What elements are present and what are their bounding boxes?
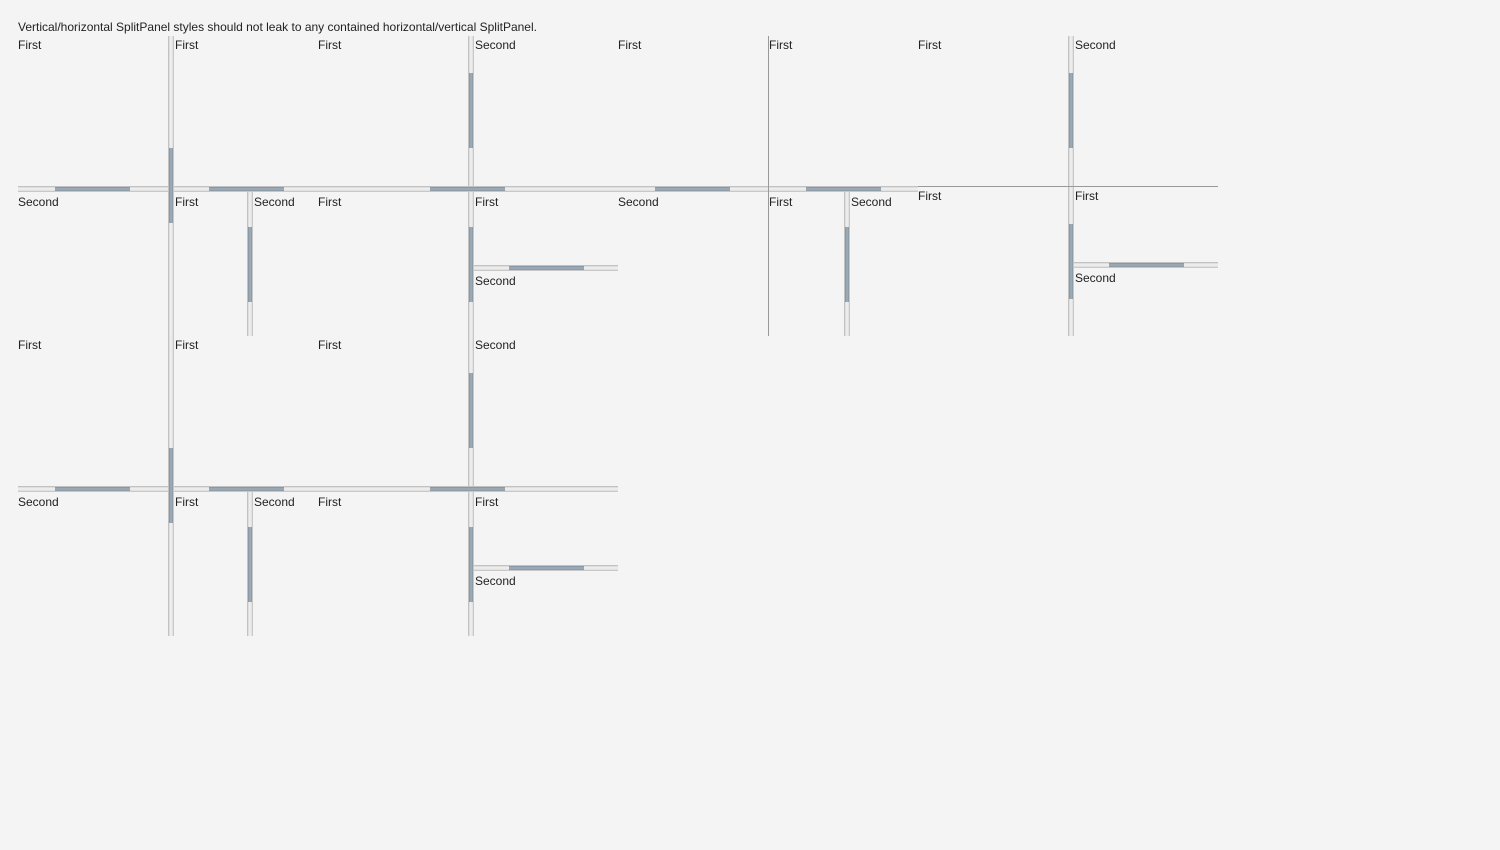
horizontal-splitter-line[interactable]: [918, 186, 1218, 187]
first-label: First: [318, 495, 342, 509]
second-label: Second: [18, 495, 59, 509]
page-caption: Vertical/horizontal SplitPanel styles sh…: [18, 20, 537, 34]
first-label: First: [475, 195, 499, 209]
vertical-splitter[interactable]: [468, 192, 474, 336]
first-label: First: [918, 189, 942, 203]
splitter-grip[interactable]: [248, 227, 252, 302]
second-label: Second: [475, 38, 516, 52]
splitter-grip[interactable]: [806, 187, 881, 191]
first-label: First: [618, 38, 642, 52]
first-label: First: [175, 195, 199, 209]
splitter-grip[interactable]: [469, 227, 473, 302]
horizontal-splitter[interactable]: [318, 186, 618, 192]
first-label: First: [318, 38, 342, 52]
splitter-grip[interactable]: [655, 187, 730, 191]
second-label: Second: [475, 574, 516, 588]
first-label: First: [769, 195, 793, 209]
splitter-grip[interactable]: [469, 73, 473, 148]
vertical-splitter[interactable]: [844, 192, 850, 336]
first-label: First: [175, 495, 199, 509]
first-label: First: [918, 38, 942, 52]
first-label: First: [475, 495, 499, 509]
second-label: Second: [254, 495, 295, 509]
second-label: Second: [18, 195, 59, 209]
splitter-grip[interactable]: [509, 266, 584, 270]
splitter-grip[interactable]: [845, 227, 849, 302]
horizontal-splitter[interactable]: [474, 565, 618, 571]
second-label: Second: [475, 274, 516, 288]
splitter-grip[interactable]: [169, 148, 173, 223]
second-label: Second: [254, 195, 295, 209]
first-label: First: [318, 195, 342, 209]
splitter-grip[interactable]: [55, 187, 130, 191]
second-label: Second: [851, 195, 892, 209]
first-label: First: [1075, 189, 1099, 203]
horizontal-splitter[interactable]: [1074, 262, 1218, 268]
vertical-splitter[interactable]: [168, 36, 174, 336]
horizontal-splitter[interactable]: [318, 486, 618, 492]
splitter-grip[interactable]: [469, 527, 473, 602]
horizontal-splitter[interactable]: [174, 186, 318, 192]
vertical-splitter[interactable]: [1068, 36, 1074, 186]
vertical-splitter[interactable]: [468, 36, 474, 186]
splitter-grip[interactable]: [1109, 263, 1184, 267]
first-label: First: [769, 38, 793, 52]
vertical-splitter[interactable]: [247, 192, 253, 336]
splitter-grip[interactable]: [509, 566, 584, 570]
vertical-splitter[interactable]: [468, 492, 474, 636]
horizontal-splitter[interactable]: [174, 486, 318, 492]
second-label: Second: [1075, 271, 1116, 285]
horizontal-splitter[interactable]: [474, 265, 618, 271]
splitter-grip[interactable]: [430, 187, 505, 191]
first-label: First: [18, 38, 42, 52]
second-label: Second: [475, 338, 516, 352]
second-label: Second: [618, 195, 659, 209]
first-label: First: [318, 338, 342, 352]
splitter-grip[interactable]: [169, 448, 173, 523]
vertical-splitter[interactable]: [247, 492, 253, 636]
horizontal-splitter[interactable]: [618, 186, 768, 192]
horizontal-splitter[interactable]: [769, 186, 918, 192]
splitter-grip[interactable]: [469, 373, 473, 448]
vertical-splitter-line[interactable]: [768, 36, 769, 336]
vertical-splitter[interactable]: [1068, 187, 1074, 336]
horizontal-splitter[interactable]: [18, 186, 168, 192]
splitter-grip[interactable]: [248, 527, 252, 602]
vertical-splitter[interactable]: [468, 336, 474, 486]
second-label: Second: [1075, 38, 1116, 52]
splitter-grip[interactable]: [1069, 224, 1073, 299]
splitter-grip[interactable]: [209, 187, 284, 191]
splitter-grip[interactable]: [1069, 73, 1073, 148]
first-label: First: [175, 338, 199, 352]
splitter-grip[interactable]: [430, 487, 505, 491]
first-label: First: [175, 38, 199, 52]
splitter-grip[interactable]: [55, 487, 130, 491]
horizontal-splitter[interactable]: [18, 486, 168, 492]
first-label: First: [18, 338, 42, 352]
vertical-splitter[interactable]: [168, 336, 174, 636]
splitter-grip[interactable]: [209, 487, 284, 491]
